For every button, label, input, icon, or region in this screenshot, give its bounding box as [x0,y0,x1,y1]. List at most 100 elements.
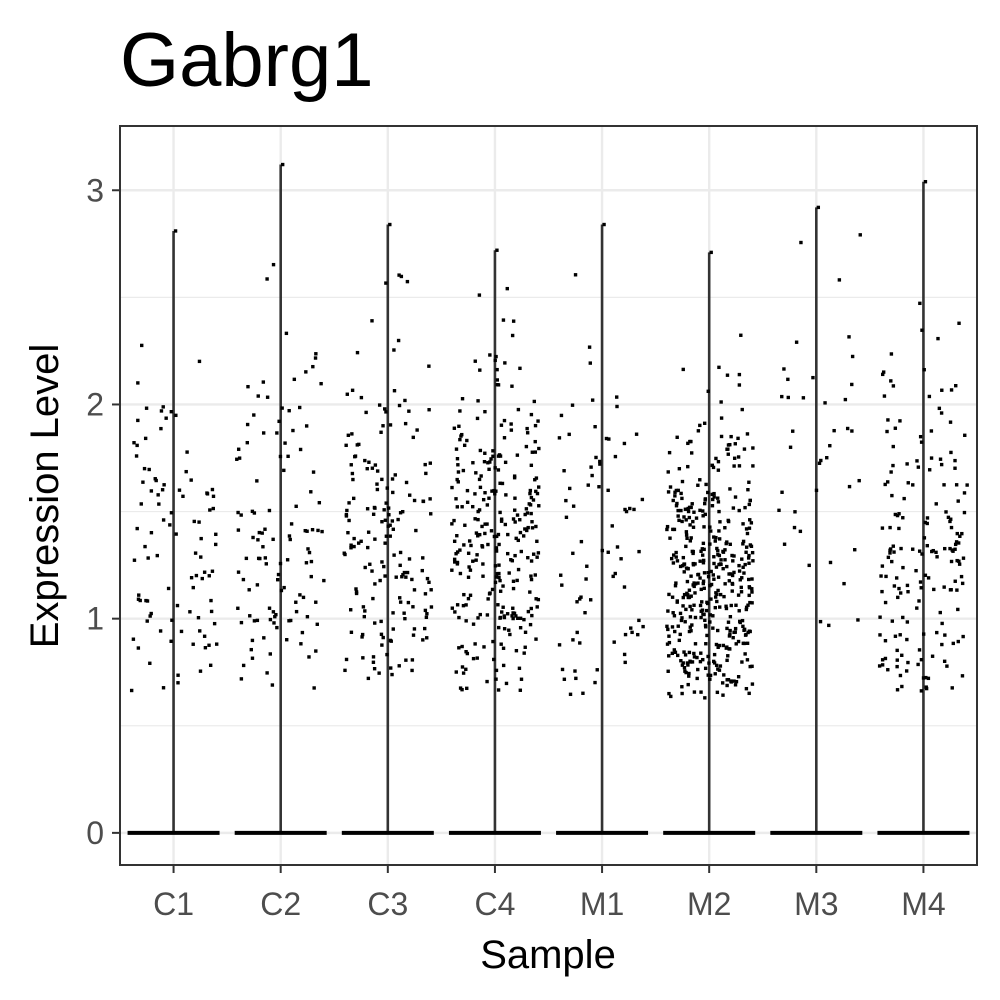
data-point [707,661,711,665]
data-point [702,525,706,529]
data-point [382,508,386,512]
data-point [666,470,670,474]
data-point [562,469,566,473]
data-point [454,447,459,451]
data-point [747,585,751,589]
data-point [500,481,505,486]
data-point [564,515,569,520]
data-point [196,615,201,620]
data-point [311,470,316,474]
data-point [498,578,502,583]
data-point [478,532,482,537]
data-point [732,464,736,468]
data-point [262,636,266,640]
data-point [471,622,476,626]
data-point [390,672,394,677]
data-point [145,619,149,623]
data-point [726,452,730,456]
data-point [706,570,710,575]
data-point [136,381,140,385]
data-point [695,655,699,660]
data-point [858,233,862,237]
data-point [531,498,536,502]
data-point [465,651,470,656]
data-point [777,508,781,513]
data-point [890,559,894,564]
data-point [889,379,893,383]
data-point [263,527,267,531]
data-point [747,691,751,696]
data-point [485,679,489,684]
data-point [718,664,723,668]
data-point [687,674,691,678]
data-point [388,523,392,527]
data-point [155,553,159,558]
data-point [516,567,521,572]
data-point [712,495,716,499]
data-point [399,274,404,279]
data-point [493,564,498,568]
data-point [460,665,465,669]
data-point [464,619,468,623]
data-point [132,441,136,445]
data-point [940,388,944,392]
data-point [925,516,930,520]
data-point [496,603,500,607]
data-point [261,431,266,435]
data-point [471,656,476,661]
data-point [379,619,383,624]
data-point [210,569,215,573]
data-point [794,340,799,344]
data-point [414,528,418,533]
data-point [681,555,686,560]
data-point [456,463,460,467]
data-point [536,551,541,555]
data-point [366,676,371,681]
data-point [823,401,827,405]
data-point [344,657,349,662]
data-point [709,597,713,601]
data-point [346,433,351,437]
data-point [881,370,886,374]
data-point [389,666,393,670]
data-point [513,496,517,500]
data-point [692,651,696,656]
data-point [486,542,490,547]
data-point [294,600,298,604]
data-point [161,405,165,409]
data-point [405,279,410,284]
data-point [879,574,883,578]
data-point [373,582,377,586]
data-point [898,633,902,637]
data-point [371,655,376,659]
y-axis-title: Expression Level [23,344,67,649]
data-point [476,534,480,538]
data-point [377,671,381,675]
data-point [687,588,692,592]
data-point [355,350,360,355]
data-point [478,485,483,490]
data-point [587,345,592,349]
data-point [503,361,507,365]
data-point [679,618,684,623]
data-point [926,676,931,681]
data-point [700,547,705,551]
data-point [294,504,298,509]
data-point [208,663,213,668]
data-point [963,433,967,437]
data-point [915,459,919,463]
data-point [956,639,960,644]
data-point [380,477,384,482]
data-point [529,511,533,516]
data-point [455,534,459,538]
data-point [877,664,882,668]
data-point [387,513,391,517]
data-point [716,549,720,553]
data-point [157,502,161,506]
data-point [927,394,932,399]
data-point [741,522,745,526]
data-point [360,632,365,637]
x-tick-label: C3 [367,886,408,922]
data-point [890,493,894,498]
